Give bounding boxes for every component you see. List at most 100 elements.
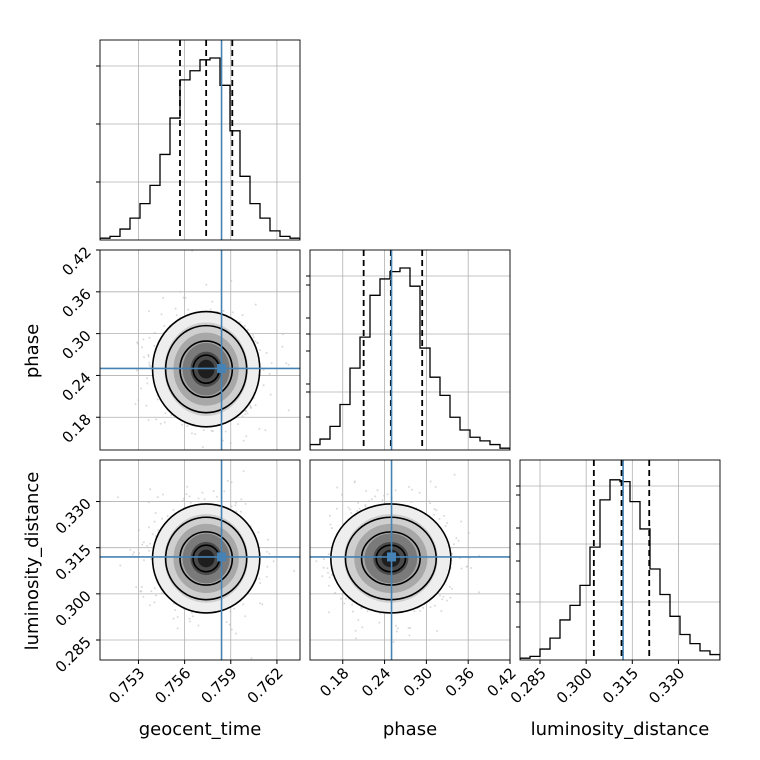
sample-point [443,514,446,517]
sample-point [212,490,215,493]
sample-point [351,603,354,606]
sample-point [365,489,367,492]
truth-marker-geocent_time-phase [217,363,227,373]
contour-geocent_time-luminosity_distance-0 [151,503,261,614]
sample-point [179,290,182,293]
sample-point [163,421,166,424]
sample-point [192,615,194,618]
sample-point [350,512,353,514]
panel-content-geocent_time-phase [100,250,300,450]
sample-point [258,428,261,430]
panel-phase-histogram [306,249,511,451]
sample-point [441,598,444,601]
sample-point [234,504,237,507]
sample-point [460,520,463,523]
sample-point [185,493,188,496]
sample-point [235,632,237,635]
sample-point [270,362,273,365]
sample-point [244,615,247,618]
contour-geocent_time-luminosity_distance-1 [164,516,248,601]
sample-point [172,617,175,620]
sample-point [285,362,288,365]
sample-point [181,423,184,426]
sample-point [315,560,318,563]
sample-point [328,514,331,517]
sample-point [383,494,386,497]
sample-point [119,564,122,567]
sample-point [174,307,177,310]
sample-point [327,584,330,587]
sample-point [436,629,439,632]
sample-point [344,597,347,600]
ytick-label-phase-0: 0.18 [58,410,94,446]
sample-point [451,552,453,555]
sample-point [237,423,240,426]
sample-point [364,504,367,506]
sample-point [422,606,425,609]
sample-point [446,522,449,524]
ytick-label-luminosity_distance-2: 0.315 [52,541,95,584]
sample-point [234,501,237,504]
sample-point [354,629,357,632]
sample-point [448,585,451,588]
panel-geocent_time-vs-phase [99,249,301,451]
sample-point [428,500,431,503]
sample-point [409,627,412,629]
sample-point [433,513,435,516]
sample-point [203,498,206,501]
sample-point [161,493,164,496]
sample-point [194,433,197,436]
sample-point [374,495,377,498]
sample-point [224,430,227,433]
sample-point [216,495,219,498]
ytick-label-phase-2: 0.30 [58,327,94,363]
sample-point [222,309,225,312]
sample-point [166,515,169,518]
sample-point [148,549,151,552]
sample-point [370,498,373,501]
sample-point [230,279,233,282]
sample-point [244,502,247,505]
contour-geocent_time-luminosity_distance-2 [179,531,234,586]
sample-point [378,621,381,624]
sample-point [142,338,145,341]
panel-phase-vs-luminosity_distance [298,459,511,661]
sample-point [156,398,159,401]
sample-point [410,501,413,503]
sample-point [358,507,361,510]
sample-point [335,507,338,510]
sample-point [298,550,300,552]
sample-point [261,603,264,606]
sample-point [182,296,185,299]
xtick-label-phase-1: 0.24 [358,664,394,700]
sample-point [440,610,443,613]
truth-marker-phase-luminosity_distance [387,552,397,562]
sample-point [455,537,458,540]
sample-point [188,617,191,620]
sample-point [444,525,447,527]
sample-point [244,413,247,416]
sample-point [240,498,243,501]
sample-point [322,558,325,561]
sample-point [328,576,331,579]
sample-point [467,531,470,534]
ytick-label-phase-1: 0.24 [58,369,94,405]
sample-point [460,567,463,570]
sample-point [137,399,140,402]
sample-point [408,634,411,637]
sample-point [143,356,145,359]
sample-point [161,592,163,595]
sample-point [411,488,413,491]
sample-point [191,611,193,614]
sample-point [356,510,359,512]
sample-point [259,602,262,605]
sample-point [322,566,325,569]
histogram-luminosity_distance [520,479,720,660]
sample-point [268,372,271,375]
sample-point [140,586,143,588]
sample-point [347,506,350,509]
sample-point [147,526,150,529]
sample-point [154,594,157,597]
sample-point [327,611,330,614]
